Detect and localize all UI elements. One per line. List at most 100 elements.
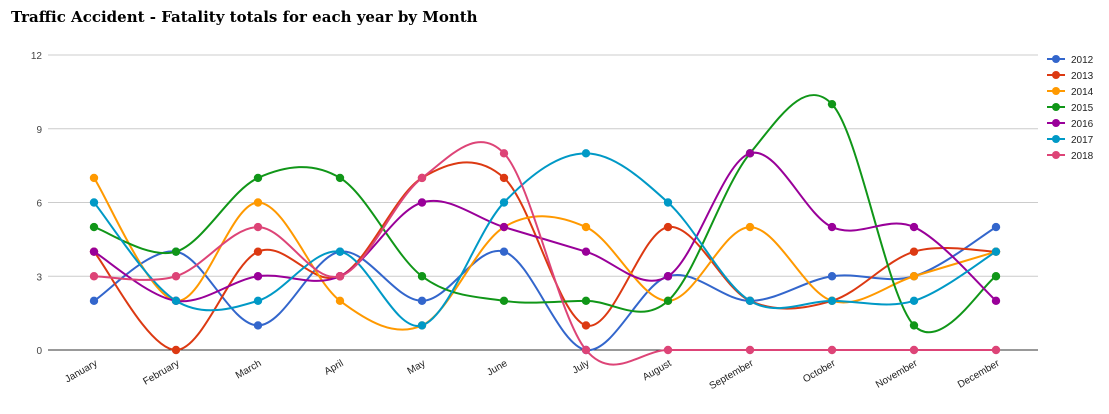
data-point-2017[interactable] [827, 296, 837, 306]
data-point-2012[interactable] [417, 296, 427, 306]
x-tick-label: September [708, 358, 756, 392]
data-point-2016[interactable] [417, 198, 427, 207]
data-point-2018[interactable] [663, 345, 673, 355]
data-point-2017[interactable] [909, 296, 919, 306]
series-line-2013 [93, 161, 997, 352]
data-point-2016[interactable] [909, 222, 919, 232]
series-line-2012 [93, 226, 997, 352]
legend-marker [1052, 103, 1060, 111]
data-point-2012[interactable] [991, 222, 1001, 232]
data-point-2018[interactable] [417, 173, 427, 183]
data-point-2012[interactable] [499, 247, 509, 256]
data-point-2012[interactable] [253, 321, 263, 330]
x-tick-label: January [63, 358, 99, 385]
data-point-2014[interactable] [335, 296, 345, 306]
data-point-2014[interactable] [89, 173, 99, 183]
data-point-2015[interactable] [909, 321, 919, 330]
data-point-2014[interactable] [745, 222, 755, 232]
legend-label: 2012 [1071, 55, 1094, 66]
data-point-2015[interactable] [89, 222, 99, 232]
data-point-2018[interactable] [253, 222, 263, 232]
grid-lines [48, 54, 1038, 351]
data-point-2016[interactable] [991, 296, 1001, 306]
legend-label: 2013 [1071, 71, 1094, 82]
data-point-2017[interactable] [417, 321, 427, 330]
data-point-2014[interactable] [581, 222, 591, 232]
data-point-2013[interactable] [663, 222, 673, 232]
legend-item-2016[interactable]: 2016 [1047, 119, 1094, 130]
chart-title: Traffic Accident - Fatality totals for e… [11, 8, 478, 26]
data-point-2012[interactable] [827, 272, 837, 281]
data-point-2015[interactable] [991, 272, 1001, 281]
data-point-2013[interactable] [909, 247, 919, 256]
data-point-2015[interactable] [499, 296, 509, 306]
x-tick-label: July [571, 358, 592, 376]
data-point-2015[interactable] [417, 272, 427, 281]
data-point-2016[interactable] [827, 222, 837, 232]
x-tick-label: March [234, 358, 264, 381]
data-point-2015[interactable] [171, 247, 181, 256]
legend-label: 2015 [1071, 103, 1094, 114]
data-point-2016[interactable] [89, 247, 99, 256]
x-tick-label: October [801, 358, 838, 386]
data-point-2013[interactable] [253, 247, 263, 256]
data-point-2016[interactable] [499, 222, 509, 232]
data-point-2017[interactable] [89, 198, 99, 207]
data-point-2015[interactable] [581, 296, 591, 306]
data-point-2015[interactable] [335, 173, 345, 183]
data-point-2014[interactable] [909, 272, 919, 281]
data-point-2016[interactable] [745, 149, 755, 158]
data-point-2018[interactable] [171, 272, 181, 281]
x-tick-label: February [141, 358, 181, 388]
data-point-2018[interactable] [745, 345, 755, 355]
legend: 2012 2013 2014 2015 2016 2017 2018 [1047, 55, 1094, 162]
data-point-2016[interactable] [663, 272, 673, 281]
data-point-2017[interactable] [663, 198, 673, 207]
data-point-2018[interactable] [89, 272, 99, 281]
data-point-2018[interactable] [991, 345, 1001, 355]
series-line-2015 [93, 94, 997, 334]
data-point-2018[interactable] [581, 345, 591, 355]
data-point-2017[interactable] [581, 149, 591, 158]
data-point-2017[interactable] [171, 296, 181, 306]
data-point-2014[interactable] [253, 198, 263, 207]
data-point-2018[interactable] [909, 345, 919, 355]
legend-label: 2016 [1071, 119, 1094, 130]
data-point-2012[interactable] [89, 296, 99, 306]
data-point-2013[interactable] [499, 173, 509, 183]
legend-marker [1052, 119, 1060, 127]
series-points [89, 99, 1001, 355]
x-tick-label: May [406, 358, 428, 377]
legend-item-2013[interactable]: 2013 [1047, 71, 1094, 82]
legend-marker [1052, 135, 1060, 143]
data-point-2015[interactable] [663, 296, 673, 306]
data-point-2015[interactable] [253, 173, 263, 183]
data-point-2018[interactable] [335, 272, 345, 281]
data-point-2017[interactable] [335, 247, 345, 256]
data-point-2018[interactable] [827, 345, 837, 355]
data-point-2017[interactable] [991, 247, 1001, 256]
legend-item-2012[interactable]: 2012 [1047, 55, 1094, 66]
data-point-2013[interactable] [171, 345, 181, 355]
data-point-2017[interactable] [253, 296, 263, 306]
data-point-2016[interactable] [581, 247, 591, 256]
legend-item-2018[interactable]: 2018 [1047, 151, 1094, 162]
legend-label: 2017 [1071, 135, 1094, 146]
data-point-2016[interactable] [253, 272, 263, 281]
legend-item-2014[interactable]: 2014 [1047, 87, 1094, 98]
x-tick-label: August [641, 358, 674, 383]
data-point-2013[interactable] [581, 321, 591, 330]
x-tick-label: April [323, 358, 346, 378]
legend-item-2017[interactable]: 2017 [1047, 135, 1094, 146]
data-point-2017[interactable] [745, 296, 755, 306]
data-point-2017[interactable] [499, 198, 509, 207]
legend-label: 2014 [1071, 87, 1094, 98]
legend-item-2015[interactable]: 2015 [1047, 103, 1094, 114]
data-point-2015[interactable] [827, 99, 837, 109]
data-point-2018[interactable] [499, 149, 509, 158]
legend-marker [1052, 87, 1060, 95]
x-tick-label: June [485, 358, 510, 379]
y-tick-label: 12 [31, 51, 43, 62]
series-lines [93, 94, 997, 366]
